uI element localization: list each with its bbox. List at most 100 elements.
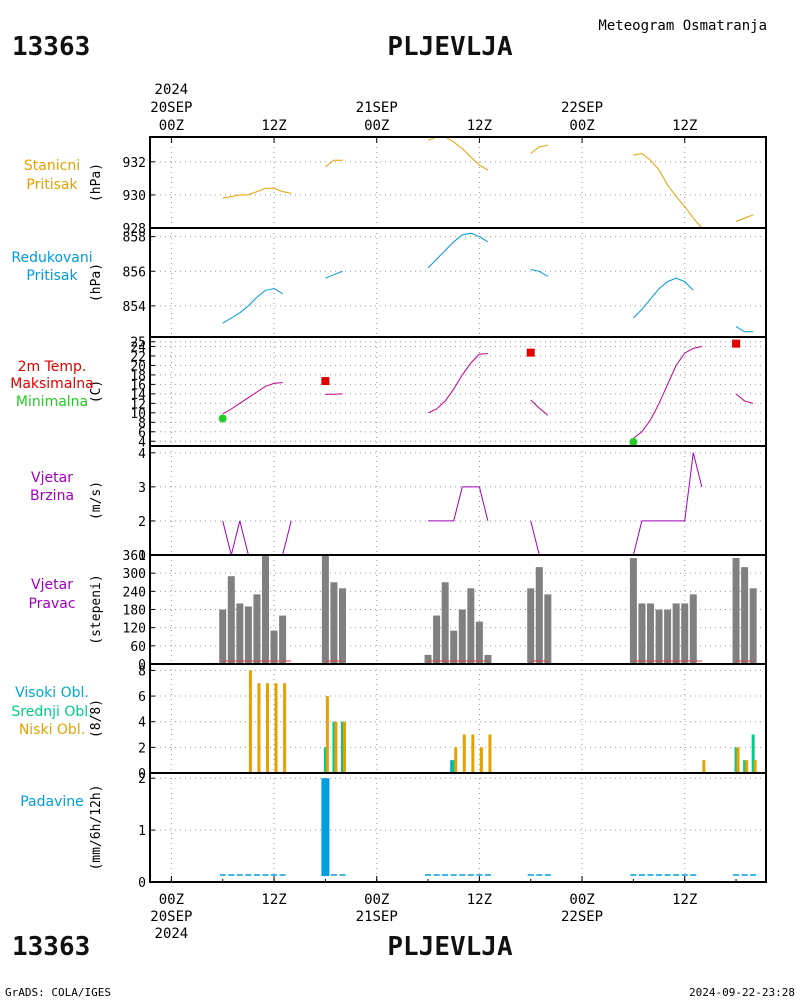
wind-dir-bar <box>219 609 227 664</box>
y-axis-unit: (8/8) <box>89 699 104 738</box>
wind-dir-bar <box>236 603 244 664</box>
y-tick-label: 0 <box>138 658 146 673</box>
wind-dir-bar <box>681 603 689 664</box>
cloud-bar <box>745 760 749 773</box>
precip-bar <box>321 778 330 876</box>
panel-label: 2m Temp. <box>18 359 87 375</box>
time-date-label-bottom: 20SEP <box>150 909 192 925</box>
credit-text: GrADS: COLA/IGES <box>5 986 111 999</box>
wind-dir-bar <box>672 603 680 664</box>
time-date-label-top: 21SEP <box>356 100 398 116</box>
cloud-bar <box>341 721 344 773</box>
wind-dir-bar <box>484 654 492 664</box>
cloud-bar <box>753 760 757 773</box>
cloud-bar <box>334 721 338 773</box>
y-tick-label: 4 <box>138 447 146 462</box>
tmax-marker <box>526 348 535 357</box>
tmin-marker <box>218 414 227 423</box>
y-axis-unit: (mm/6h/12h) <box>89 784 104 870</box>
wind-dir-bar <box>629 558 637 664</box>
panel-label: Minimalna <box>16 394 88 410</box>
panel-label: Maksimalna <box>10 376 94 392</box>
y-tick-label: 856 <box>123 265 146 280</box>
wind-dir-bar <box>279 615 287 664</box>
y-tick-label: 1 <box>138 549 146 564</box>
y-tick-label: 932 <box>123 156 146 171</box>
time-hour-label-bottom: 12Z <box>467 892 492 908</box>
time-hour-label-top: 12Z <box>467 118 492 134</box>
panel-label: Pritisak <box>26 268 78 284</box>
wind-dir-bar <box>458 609 466 664</box>
wind-dir-bar <box>664 609 672 664</box>
wind-dir-bar <box>655 609 663 664</box>
wind-dir-bar <box>270 630 278 664</box>
y-tick-label: 10 <box>130 407 146 422</box>
y-tick-label: 2 <box>138 772 146 787</box>
time-date-label-top: 22SEP <box>561 100 603 116</box>
cloud-bar <box>702 760 706 773</box>
y-tick-label: 18 <box>130 369 146 384</box>
cloud-bar <box>266 683 269 773</box>
y-tick-label: 360 <box>123 549 146 564</box>
series-line <box>735 214 754 222</box>
series-line <box>325 159 343 168</box>
y-tick-label: 8 <box>138 416 146 431</box>
time-hour-label-bottom: 00Z <box>364 892 389 908</box>
y-tick-label: 24 <box>130 340 146 355</box>
wind-dir-bar <box>339 588 346 664</box>
panel-wind_dir: 0 60 120 180 240 300 360 (stepeni) Vjetar Pravac <box>28 549 767 673</box>
series-line <box>530 399 549 416</box>
panel-label: Srednji Obl. <box>11 704 92 720</box>
time-hour-label-bottom: 12Z <box>261 892 286 908</box>
cloud-bar <box>471 734 475 773</box>
cloud-bar <box>274 683 278 773</box>
y-tick-label: 0 <box>138 767 146 782</box>
panel-label: Redukovani <box>11 250 92 266</box>
wind-dir-bar <box>321 555 329 664</box>
y-tick-label: 928 <box>123 222 146 237</box>
y-tick-label: 2 <box>138 741 146 756</box>
tmax-marker <box>321 377 330 386</box>
cloud-bar <box>488 734 492 773</box>
wind-dir-bar <box>535 567 543 664</box>
y-tick-label: 3 <box>138 481 146 496</box>
wind-dir-bar <box>638 603 646 664</box>
y-tick-label: 120 <box>123 622 146 637</box>
time-hour-label-top: 12Z <box>672 118 697 134</box>
y-axis-unit: (C) <box>89 380 104 403</box>
cloud-bar <box>734 747 738 773</box>
time-hour-label-bottom: 12Z <box>672 892 697 908</box>
cloud-bar <box>332 721 336 773</box>
wind-dir-bar <box>732 558 740 664</box>
series-line <box>428 486 489 522</box>
panel-label: Niski Obl. <box>19 722 85 738</box>
y-tick-label: 180 <box>123 604 146 619</box>
wind-dir-bar <box>544 594 552 664</box>
y-tick-label: 60 <box>130 640 146 655</box>
time-hour-label-top: 00Z <box>569 118 594 134</box>
y-tick-label: 930 <box>123 189 146 204</box>
y-tick-label: 4 <box>138 716 146 731</box>
cloud-bar <box>257 683 261 773</box>
y-axis-unit: (hPa) <box>89 163 104 202</box>
panel-label: Vjetar <box>31 577 73 593</box>
y-tick-label: 22 <box>130 350 146 365</box>
wind-dir-bar <box>689 594 697 664</box>
wind-dir-bar <box>475 621 483 664</box>
wind-dir-bar <box>749 588 757 664</box>
panel-wind_speed: 1 2 3 4 (m/s) Vjetar Brzina <box>30 445 767 564</box>
wind-dir-bar <box>330 582 338 664</box>
time-hour-label-top: 00Z <box>159 118 184 134</box>
panel-label: Padavine <box>20 794 84 810</box>
y-tick-label: 6 <box>138 426 146 441</box>
series-line <box>427 353 488 414</box>
time-date-label-bottom: 22SEP <box>561 909 603 925</box>
time-date-label-bottom: 21SEP <box>356 909 398 925</box>
y-tick-label: 2 <box>138 515 146 530</box>
time-axis-group: 00Z00Z20SEP20SEP2024202412Z12Z00Z00Z21SE… <box>150 82 737 942</box>
y-tick-label: 12 <box>130 397 146 412</box>
series-line <box>632 452 703 556</box>
wind-dir-bar <box>253 594 261 664</box>
time-hour-label-top: 00Z <box>364 118 389 134</box>
y-tick-label: 4 <box>138 435 146 450</box>
